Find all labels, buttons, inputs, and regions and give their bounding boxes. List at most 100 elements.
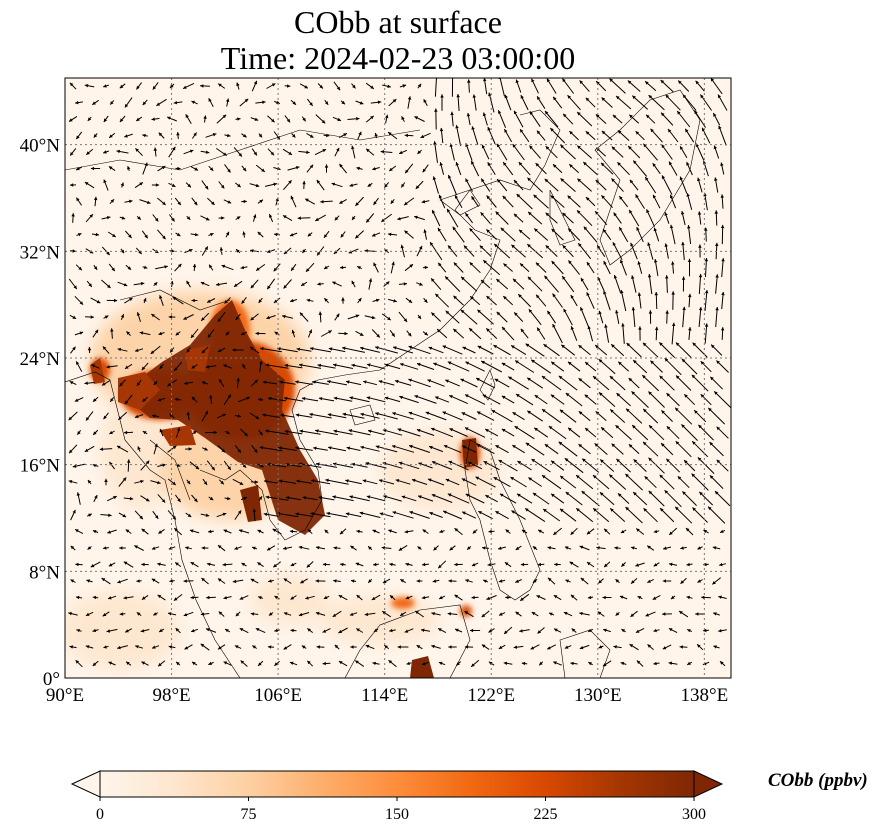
- wind-arrow-head: [127, 166, 131, 170]
- wind-arrow-head: [274, 662, 278, 666]
- wind-arrow-head: [183, 316, 188, 320]
- wind-arrow-head: [119, 382, 123, 387]
- wind-arrow-head: [433, 546, 437, 551]
- wind-arrow-head: [157, 398, 162, 402]
- wind-arrow-head: [448, 460, 453, 464]
- wind-arrow-head: [259, 397, 263, 402]
- wind-arrow-head: [290, 298, 294, 303]
- wind-arrow-head: [445, 478, 450, 482]
- wind-arrow-head: [712, 581, 716, 585]
- wind-arrow-head: [395, 379, 399, 384]
- wind-arrow-head: [529, 145, 533, 150]
- wind-arrow-head: [117, 580, 121, 584]
- wind-arrow-head: [560, 508, 564, 513]
- wind-arrow-head: [146, 200, 151, 204]
- wind-arrow-head: [157, 480, 161, 485]
- wind-arrow-head: [563, 113, 567, 118]
- wind-arrow-head: [399, 150, 403, 154]
- wind-arrow-head: [505, 595, 509, 600]
- wind-arrow-head: [190, 562, 195, 566]
- wind-arrow-head: [664, 490, 669, 494]
- wind-arrow: [692, 342, 708, 358]
- wind-arrow-head: [257, 231, 262, 236]
- wind-arrow-head: [593, 475, 597, 479]
- wind-arrow-head: [570, 531, 575, 535]
- wind-arrow-head: [227, 394, 231, 398]
- latitude-tick-labels: 0°8°N16°N24°N32°N40°N: [20, 136, 61, 690]
- wind-arrow-head: [603, 229, 607, 233]
- wind-arrow-head: [495, 445, 500, 449]
- wind-arrow-head: [414, 116, 419, 120]
- wind-arrow-head: [357, 266, 361, 270]
- wind-arrow-head: [262, 100, 266, 104]
- wind-arrow-head: [378, 380, 383, 384]
- wind-arrow-head: [142, 133, 146, 138]
- wind-arrow: [642, 408, 659, 424]
- wind-arrow-head: [700, 361, 705, 365]
- wind-arrow-head: [659, 474, 664, 479]
- wind-arrow-head: [296, 347, 301, 351]
- wind-arrow-head: [351, 280, 355, 285]
- wind-arrow-head: [269, 214, 273, 218]
- wind-arrow-head: [191, 629, 195, 633]
- wind-arrow-head: [375, 412, 379, 416]
- wind-arrow-head: [697, 644, 701, 648]
- wind-arrow: [707, 506, 726, 524]
- wind-arrow: [382, 429, 403, 436]
- wind-arrow-head: [418, 462, 422, 466]
- wind-arrow-head: [631, 580, 635, 584]
- wind-arrow-head: [208, 529, 212, 534]
- wind-arrow-head: [417, 315, 421, 319]
- wind-arrow-head: [429, 445, 433, 450]
- wind-arrow-head: [715, 491, 719, 495]
- wind-arrow-head: [580, 577, 585, 582]
- wind-arrow-head: [360, 346, 364, 351]
- wind-arrow-head: [629, 179, 634, 184]
- wind-arrow-head: [200, 84, 204, 88]
- wind-arrow-head: [296, 479, 300, 483]
- wind-arrow: [447, 174, 458, 196]
- wind-arrow-head: [139, 331, 144, 335]
- wind-arrow-head: [439, 529, 443, 533]
- wind-arrow-head: [423, 229, 427, 233]
- wind-arrow-head: [234, 283, 238, 287]
- wind-arrow-head: [327, 413, 332, 417]
- wind-arrow-head: [550, 394, 555, 398]
- wind-arrow-head: [399, 395, 403, 400]
- wind-arrow-head: [494, 378, 499, 382]
- wind-arrow-head: [244, 98, 249, 103]
- wind-arrow: [265, 496, 289, 501]
- wind-arrow-head: [465, 394, 469, 398]
- wind-arrow-head: [602, 595, 606, 600]
- wind-arrow-head: [503, 296, 507, 300]
- wind-arrow: [608, 474, 627, 490]
- wind-arrow-head: [469, 228, 473, 232]
- wind-arrow-head: [480, 212, 484, 216]
- wind-arrow-head: [258, 133, 263, 138]
- wind-arrow-head: [699, 491, 703, 496]
- wind-arrow-head: [697, 546, 702, 550]
- wind-arrow-head: [104, 315, 109, 319]
- wind-arrow-head: [520, 129, 524, 133]
- wind-arrow-head: [298, 545, 303, 550]
- wind-arrow-head: [349, 183, 353, 187]
- wind-arrow-head: [368, 579, 372, 583]
- wind-arrow-head: [697, 177, 701, 182]
- wind-arrow: [698, 273, 702, 295]
- wind-arrow-head: [570, 326, 574, 330]
- wind-arrow-head: [620, 661, 625, 666]
- wind-arrow-head: [664, 212, 668, 216]
- wind-arrow-head: [718, 94, 722, 99]
- wind-arrow-head: [87, 347, 92, 351]
- wind-arrow-head: [235, 612, 240, 617]
- wind-arrow-head: [122, 514, 127, 518]
- wind-arrow-head: [472, 94, 476, 98]
- wind-arrow-head: [355, 202, 359, 206]
- wind-arrow-head: [111, 267, 115, 272]
- wind-arrow-head: [172, 481, 176, 485]
- wind-arrow: [548, 425, 567, 440]
- wind-arrow-head: [224, 300, 228, 304]
- wind-arrow-head: [697, 579, 702, 583]
- wind-arrow-head: [454, 562, 458, 567]
